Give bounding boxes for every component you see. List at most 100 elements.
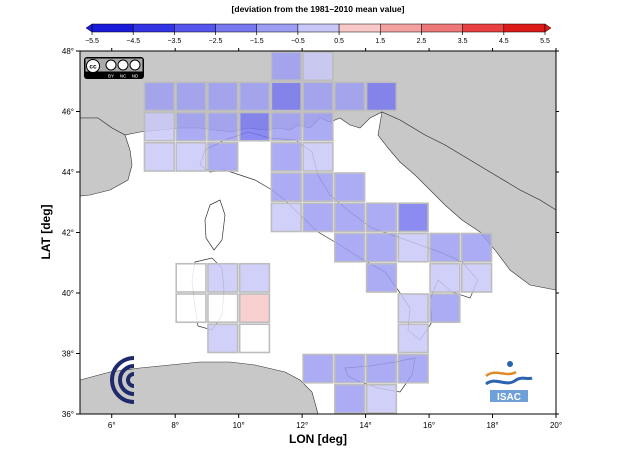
isac-logo: ISAC <box>482 358 534 403</box>
grid-cell <box>429 293 461 324</box>
grid-cell <box>175 293 207 324</box>
cc-badge-text: cc <box>89 64 97 71</box>
grid-cell <box>334 383 366 414</box>
isac-drop <box>507 361 513 367</box>
grid-cell <box>143 141 175 172</box>
grid-cell <box>238 323 271 354</box>
grid-cell <box>238 262 271 293</box>
grid-cell <box>460 232 493 263</box>
grid-cell <box>143 81 175 112</box>
grid-cell <box>207 262 239 293</box>
colorbar-max-arrow <box>544 23 552 33</box>
cnr-logo <box>110 356 135 404</box>
lat-tick-label: 42° <box>62 229 74 238</box>
colorbar-tick-label: −0.5 <box>291 38 305 45</box>
lat-tick-label: 44° <box>62 168 74 177</box>
axis-ticks: 6° 8° 10° 12° 14° 16° 18° 20° 36° 38° 40° 42° 44° 46°… <box>62 47 562 430</box>
grid-cell <box>302 111 334 142</box>
grid-cell <box>365 232 398 263</box>
grid-cell <box>207 81 239 112</box>
grid-cell <box>207 141 239 172</box>
colorbar-tick-label: 5.5 <box>540 38 550 45</box>
grid-cell <box>302 202 334 233</box>
grid-cell <box>270 51 302 82</box>
grid-cell <box>302 353 334 384</box>
colorbar-segment <box>338 23 381 33</box>
lon-tick-label: 16° <box>423 421 435 430</box>
grid-cell <box>365 262 398 293</box>
grid-cell <box>302 51 334 82</box>
colorbar-tick-label: 0.5 <box>334 38 344 45</box>
colorbar-tick-label: 2.5 <box>417 38 427 45</box>
france-land <box>79 117 133 197</box>
isac-wave-blue <box>485 376 533 386</box>
colorbar-segment <box>421 23 463 33</box>
colorbar: −5.5 −4.5 −3.5 −2.5 −1.5 −0.5 0.5 1.5 2.5 3.5 4.5 5… <box>85 23 552 45</box>
cnr-logo-arc-inner <box>126 372 135 388</box>
colorbar-segment <box>174 23 216 33</box>
grid-cell <box>207 293 239 324</box>
colorbar-tick-label: 3.5 <box>458 38 468 45</box>
cc-license-badge: cc BY NC ND <box>84 57 144 79</box>
colorbar-title: [deviation from the 1981–2010 mean value… <box>232 4 405 14</box>
isac-label-bg <box>490 390 528 402</box>
y-axis-label: LAT [deg] <box>39 204 53 259</box>
grid-cell <box>143 111 175 142</box>
colorbar-tick-label: 1.5 <box>375 38 385 45</box>
grid-cell <box>238 81 271 112</box>
nc-icon <box>117 59 129 71</box>
corsica <box>204 199 226 251</box>
map-area: 6° 8° 10° 12° 14° 16° 18° 20° 36° 38° 40° 42° 44° 46°… <box>62 47 562 430</box>
colorbar-segment <box>132 23 175 33</box>
lat-tick-label: 46° <box>62 108 74 117</box>
grid-cell <box>270 81 302 112</box>
grid-cell <box>175 262 207 293</box>
grid-cell <box>397 293 429 324</box>
by-icon <box>105 59 117 71</box>
grid-cell <box>397 323 429 354</box>
lon-tick-label: 12° <box>296 421 308 430</box>
lat-tick-label: 48° <box>62 47 74 56</box>
lon-tick-label: 10° <box>233 421 245 430</box>
grid-cell <box>270 202 302 233</box>
lon-tick-label: 8° <box>171 421 179 430</box>
license-term-nc: NC <box>120 74 127 79</box>
grid-cell <box>175 111 207 142</box>
grid-cell <box>334 81 366 112</box>
lon-tick-label: 14° <box>360 421 372 430</box>
colorbar-segment <box>215 23 257 33</box>
grid-cell <box>207 323 239 354</box>
colorbar-tick-label: −2.5 <box>209 38 223 45</box>
grid-cell <box>397 232 429 263</box>
grid-cell <box>397 353 429 384</box>
grid-cell <box>334 232 366 263</box>
nd-icon <box>129 59 141 71</box>
lat-tick-label: 38° <box>62 350 74 359</box>
colorbar-tick-label: −1.5 <box>250 38 264 45</box>
grid-cell <box>365 202 398 233</box>
grid-cells <box>143 51 493 414</box>
grid-cell <box>270 111 302 142</box>
cnr-logo-arc-mid <box>118 364 135 396</box>
colorbar-tick-label: −4.5 <box>126 38 140 45</box>
grid-cell <box>270 141 302 172</box>
colorbar-segment <box>503 23 546 33</box>
colorbar-min-arrow <box>85 23 93 33</box>
grid-cell <box>397 202 429 233</box>
grid-cell <box>175 141 207 172</box>
colorbar-tick-label: 4.5 <box>499 38 509 45</box>
colorbar-segment <box>297 23 340 33</box>
isac-wave-orange <box>485 370 517 378</box>
grid-cell <box>429 232 461 263</box>
grid-cell <box>365 353 398 384</box>
license-term-nd: ND <box>132 74 139 79</box>
colorbar-segment <box>380 23 422 33</box>
isac-label: ISAC <box>497 392 521 403</box>
x-axis-label: LON [deg] <box>289 432 347 446</box>
grid-cell <box>460 262 493 293</box>
colorbar-tick-label: −3.5 <box>167 38 181 45</box>
grid-cell <box>207 111 239 142</box>
colorbar-segment <box>91 23 134 33</box>
balkan-land <box>377 111 557 291</box>
